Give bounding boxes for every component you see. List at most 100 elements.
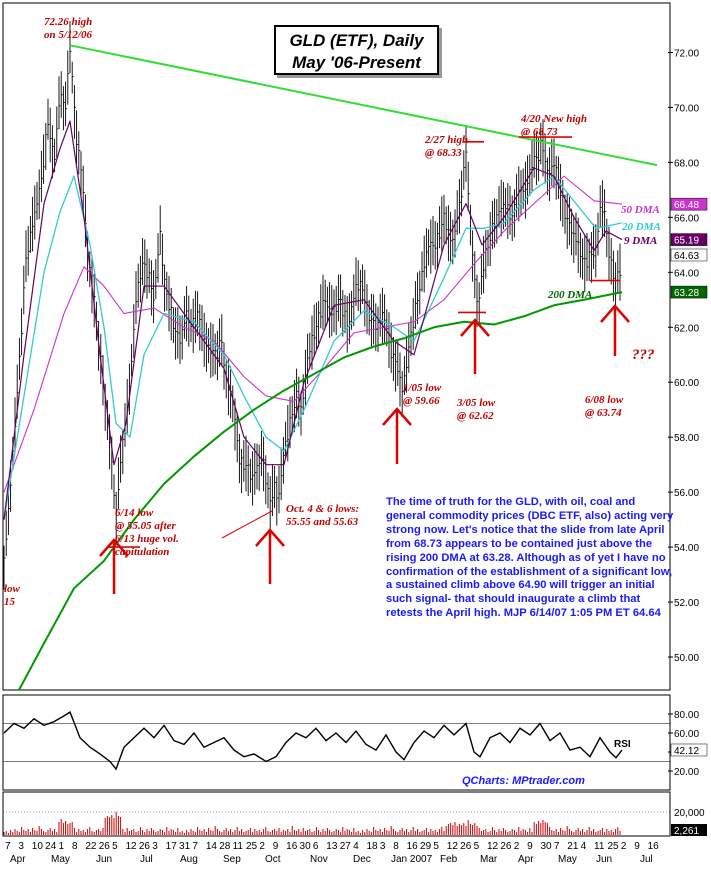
- annotation-connector: [221, 510, 273, 539]
- x-day-label: 30: [300, 841, 312, 852]
- rsi-panel: [2, 694, 671, 791]
- x-day-label: 1: [59, 841, 65, 852]
- price-tick-label: 70.00: [674, 103, 699, 114]
- price-tag-box: [670, 197, 708, 211]
- x-day-label: 12: [125, 841, 137, 852]
- x-day-label: 22: [85, 841, 97, 852]
- x-day-label: 9: [273, 841, 279, 852]
- annotation-low-0105: 1/05 low @ 59.66: [403, 382, 442, 407]
- rsi-tick-label: 20.00: [674, 767, 699, 778]
- x-day-label: 21: [567, 841, 579, 852]
- volume-tick-label: 20,000: [674, 808, 705, 819]
- annotation-low-0608: 6/08 low @ 63.74: [585, 394, 624, 419]
- ma9-line: [3, 120, 623, 520]
- x-month-label: Jan 2007: [391, 854, 433, 865]
- annotation-low-0305: 3/05 low @ 62.62: [457, 397, 496, 422]
- price-tick-label: 50.00: [674, 653, 699, 664]
- x-day-label: 26: [500, 841, 512, 852]
- x-day-label: 6: [313, 841, 319, 852]
- price-tag-label: 63.28: [674, 288, 699, 299]
- chart-title: GLD (ETF), Daily May '06-Present: [274, 25, 439, 75]
- x-day-label: 2: [259, 841, 265, 852]
- rsi-line: [3, 711, 623, 771]
- up-arrow-head: [255, 528, 285, 547]
- price-tag-label: 66.48: [674, 200, 699, 211]
- x-day-label: 8: [393, 841, 399, 852]
- price-tick-label: 72.00: [674, 48, 699, 59]
- price-tick-label: 68.00: [674, 158, 699, 169]
- x-day-label: 10: [32, 841, 44, 852]
- price-tag-box: [670, 285, 708, 299]
- up-arrow-head: [460, 318, 490, 337]
- x-day-label: 18: [366, 841, 378, 852]
- up-arrow-head: [600, 304, 630, 323]
- x-month-label: Nov: [310, 854, 328, 865]
- x-day-label: 3: [18, 841, 24, 852]
- x-month-label: Oct: [265, 854, 281, 865]
- x-month-label: Mar: [480, 854, 498, 865]
- label-9-dma: 9 DMA: [624, 235, 658, 247]
- x-day-label: 30: [541, 841, 553, 852]
- price-tag-box: [670, 248, 708, 262]
- x-day-label: 11: [233, 841, 244, 852]
- price-tag-box: [670, 233, 708, 246]
- x-month-label: Jun: [596, 854, 612, 865]
- x-day-label: 7: [554, 841, 560, 852]
- x-day-label: 7: [5, 841, 11, 852]
- price-tick-label: 64.00: [674, 268, 699, 279]
- up-arrow-head: [99, 538, 129, 557]
- x-month-label: Aug: [180, 854, 198, 865]
- x-month-label: May: [558, 854, 577, 865]
- price-tag-label: 65.19: [674, 236, 699, 247]
- annotation-low-0614: 6/14 low @ 55.05 after 6/13 huge vol. capit…: [115, 507, 179, 558]
- x-day-label: 26: [139, 841, 151, 852]
- footer-credit: QCharts: MPtrader.com: [462, 775, 585, 787]
- label-50-dma: 50 DMA: [621, 204, 660, 216]
- x-day-label: 7: [192, 841, 198, 852]
- trend-line: [69, 44, 658, 167]
- rsi-current-box: [670, 743, 708, 757]
- x-day-label: 29: [420, 841, 432, 852]
- price-tick-label: 60.00: [674, 378, 699, 389]
- x-day-label: 24: [45, 841, 57, 852]
- x-day-label: 2: [514, 841, 520, 852]
- x-day-label: 17: [166, 841, 178, 852]
- x-day-label: 5: [474, 841, 480, 852]
- x-day-label: 8: [72, 841, 78, 852]
- rsi-tick-label: 60.00: [674, 729, 699, 740]
- x-month-label: Sep: [223, 854, 241, 865]
- x-day-label: 14: [206, 841, 218, 852]
- x-month-label: Jun: [96, 854, 112, 865]
- price-tick-label: 56.00: [674, 488, 699, 499]
- title-line-2: May '06-Present: [292, 53, 421, 72]
- price-tick-label: 58.00: [674, 433, 699, 444]
- annotation-high-0227: 2/27 high @ 68.33: [425, 134, 469, 159]
- price-tick-label: 62.00: [674, 323, 699, 334]
- x-day-label: 26: [460, 841, 472, 852]
- label-20-dma: 20 DMA: [622, 221, 661, 233]
- x-day-label: 26: [99, 841, 111, 852]
- x-day-label: 12: [447, 841, 459, 852]
- x-day-label: 16: [286, 841, 298, 852]
- x-month-label: Jul: [640, 854, 653, 865]
- price-tick-label: 52.00: [674, 598, 699, 609]
- x-month-label: May: [51, 854, 70, 865]
- x-month-label: Apr: [518, 854, 534, 865]
- x-day-label: 11: [594, 841, 605, 852]
- x-day-label: 25: [246, 841, 258, 852]
- price-tick-label: 66.00: [674, 213, 699, 224]
- x-day-label: 16: [648, 841, 660, 852]
- x-month-label: Apr: [10, 854, 26, 865]
- annotation-high-0512: 72.26 high on 5/12/06: [44, 16, 93, 41]
- x-day-label: 3: [152, 841, 158, 852]
- x-day-label: 28: [219, 841, 231, 852]
- up-arrow-head: [382, 407, 412, 426]
- ma50-line: [3, 175, 623, 493]
- volume-current-box: [671, 824, 707, 836]
- x-day-label: 16: [407, 841, 419, 852]
- annotation-low-oct: Oct. 4 & 6 lows: 55.55 and 55.63: [286, 503, 360, 528]
- rsi-label: RSI: [614, 739, 631, 750]
- x-month-label: Feb: [440, 854, 458, 865]
- x-day-label: 27: [340, 841, 352, 852]
